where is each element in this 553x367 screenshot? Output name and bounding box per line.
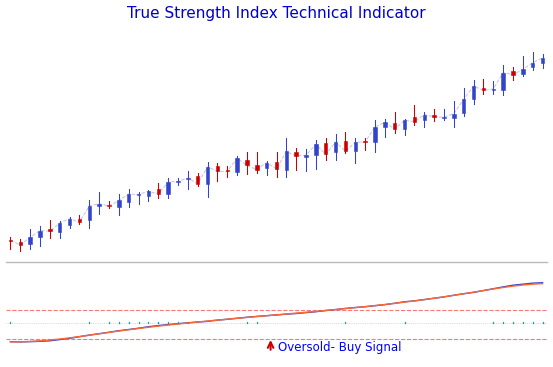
Bar	[28, 237, 32, 244]
Bar	[176, 181, 180, 182]
Bar	[442, 117, 446, 118]
Bar	[68, 219, 71, 225]
Bar	[383, 123, 387, 127]
Bar	[314, 144, 317, 156]
Bar	[265, 163, 268, 168]
Bar	[166, 182, 170, 195]
Bar	[324, 143, 327, 155]
Bar	[196, 176, 200, 184]
Bar	[353, 142, 357, 150]
Bar	[334, 142, 337, 153]
Bar	[304, 155, 308, 157]
Bar	[97, 204, 101, 206]
Bar	[502, 73, 505, 90]
Bar	[452, 113, 456, 119]
Bar	[344, 141, 347, 151]
Bar	[48, 229, 51, 231]
Bar	[9, 240, 12, 241]
Bar	[107, 205, 111, 206]
Bar	[373, 127, 377, 142]
Bar	[78, 219, 81, 222]
Bar	[38, 230, 41, 237]
Bar	[482, 88, 485, 90]
Bar	[19, 243, 22, 245]
Bar	[236, 158, 239, 172]
Bar	[432, 115, 436, 117]
Bar	[147, 191, 150, 196]
Bar	[206, 167, 209, 184]
Bar	[295, 152, 298, 156]
Bar	[541, 58, 544, 63]
Bar	[422, 115, 426, 120]
Bar	[403, 120, 406, 129]
Bar	[275, 162, 278, 169]
Text: Oversold- Buy Signal: Oversold- Buy Signal	[279, 341, 402, 355]
Bar	[245, 160, 249, 166]
Bar	[156, 189, 160, 194]
Bar	[255, 164, 258, 170]
Bar	[285, 152, 288, 170]
Bar	[137, 194, 140, 195]
Title: True Strength Index Technical Indicator: True Strength Index Technical Indicator	[127, 6, 426, 21]
Bar	[117, 200, 121, 207]
Bar	[472, 86, 475, 99]
Bar	[531, 63, 534, 67]
Bar	[462, 99, 466, 113]
Bar	[216, 166, 219, 171]
Bar	[87, 206, 91, 220]
Bar	[492, 89, 495, 90]
Bar	[363, 141, 367, 142]
Bar	[393, 123, 397, 129]
Bar	[186, 178, 190, 179]
Bar	[521, 69, 525, 75]
Bar	[226, 170, 229, 171]
Bar	[58, 223, 61, 232]
Bar	[512, 71, 515, 75]
Bar	[413, 117, 416, 121]
Bar	[127, 194, 131, 202]
